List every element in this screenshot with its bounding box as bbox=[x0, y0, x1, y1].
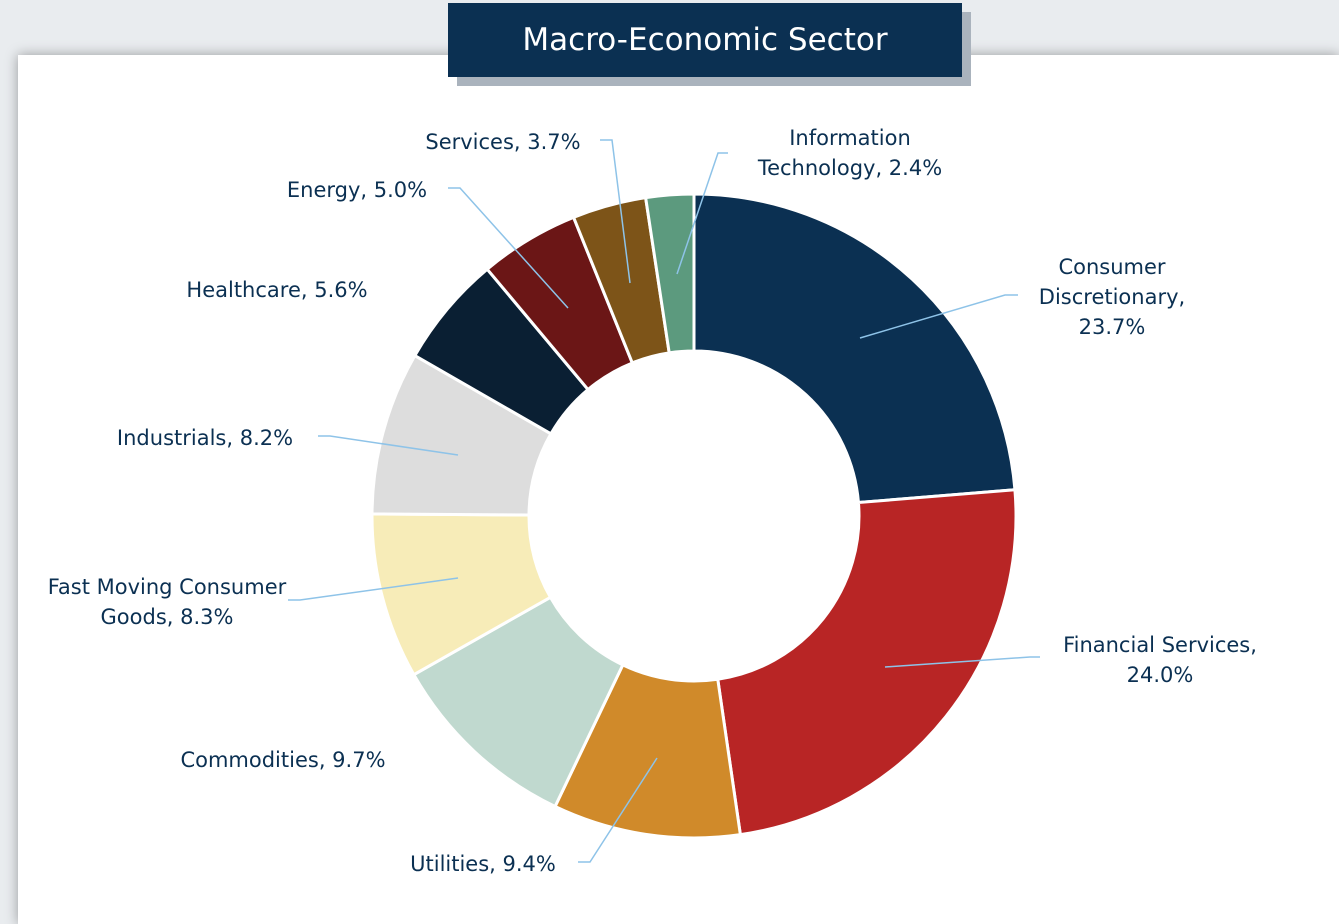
leader-line bbox=[318, 435, 459, 456]
leader-line bbox=[884, 656, 1040, 668]
data-label: Healthcare, 5.6% bbox=[186, 278, 368, 302]
leader-line bbox=[288, 577, 459, 601]
wedge bbox=[643, 192, 696, 355]
data-label: Information Technology, 2.4% bbox=[757, 126, 943, 180]
leader-line bbox=[859, 294, 1018, 339]
data-label: Industrials, 8.2% bbox=[116, 426, 294, 450]
chart-title: Macro-Economic Sector bbox=[448, 3, 962, 77]
data-label: Consumer Discretionary, 23.7% bbox=[1038, 255, 1186, 339]
data-label: Energy, 5.0% bbox=[286, 178, 428, 202]
data-label: Fast Moving Consumer Goods, 8.3% bbox=[47, 575, 287, 629]
data-label: Financial Services, 24.0% bbox=[1063, 633, 1257, 687]
wedge bbox=[716, 488, 1018, 837]
leader-line bbox=[600, 139, 631, 284]
leader-line bbox=[448, 187, 569, 309]
leader-line bbox=[578, 757, 658, 863]
data-label: Commodities, 9.7% bbox=[180, 748, 386, 772]
wedge bbox=[692, 192, 1017, 505]
data-label: Services, 3.7% bbox=[425, 130, 581, 154]
leader-line bbox=[676, 152, 728, 275]
data-label: Utilities, 9.4% bbox=[410, 852, 556, 876]
